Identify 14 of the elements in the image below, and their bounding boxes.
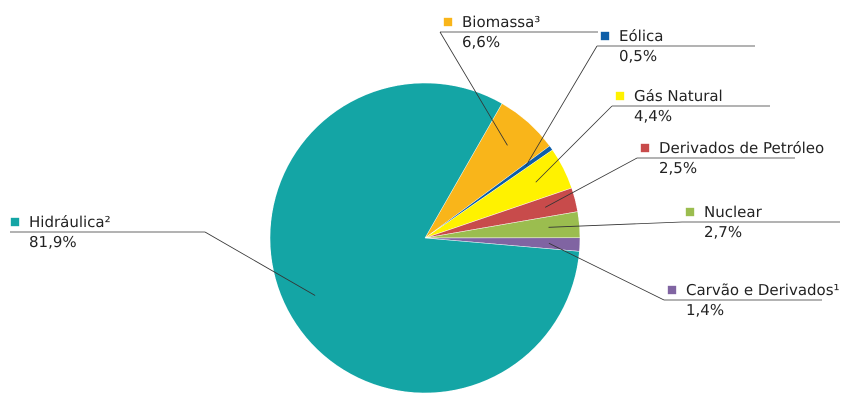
legend-label: Eólica bbox=[619, 27, 664, 45]
data-label: 1,4% bbox=[686, 301, 724, 319]
legend-label: Nuclear bbox=[704, 203, 763, 221]
legend-label: Biomassa³ bbox=[462, 13, 540, 31]
data-label: 81,9% bbox=[29, 233, 77, 251]
legend-label: Derivados de Petróleo bbox=[659, 139, 824, 157]
data-label: 2,7% bbox=[704, 223, 742, 241]
legend-label: Carvão e Derivados¹ bbox=[686, 281, 840, 299]
data-label: 6,6% bbox=[462, 33, 500, 51]
legend-label: Hidráulica² bbox=[29, 213, 111, 231]
data-label: 0,5% bbox=[619, 47, 658, 65]
data-label: 4,4% bbox=[634, 107, 672, 125]
data-label: 2,5% bbox=[659, 159, 698, 177]
legend-label: Gás Natural bbox=[634, 87, 723, 105]
